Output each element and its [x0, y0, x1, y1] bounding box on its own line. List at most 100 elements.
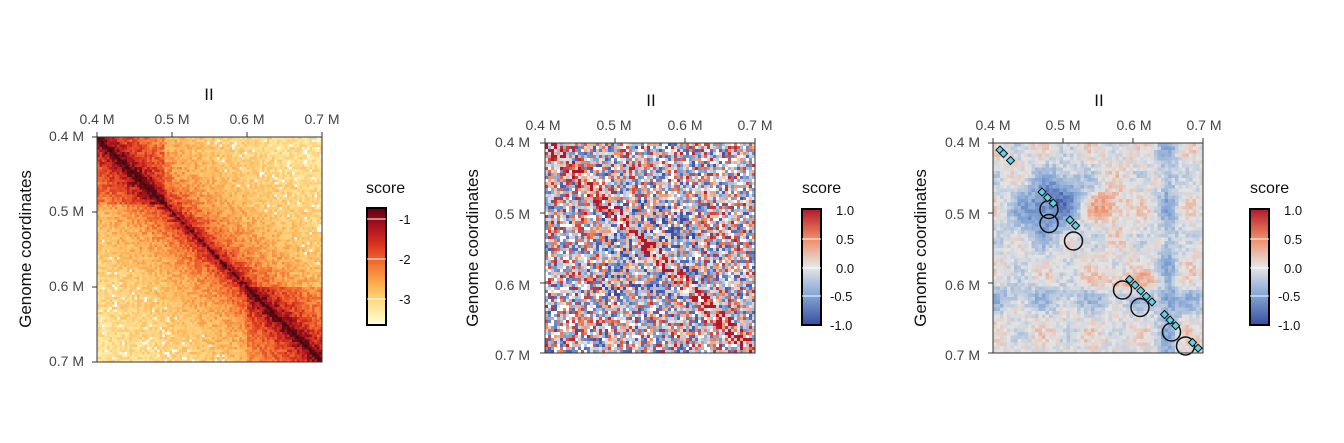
heatmap-cell [112, 232, 115, 235]
heatmap-cell [154, 252, 158, 255]
heatmap-cell [219, 214, 223, 218]
heatmap-cell [312, 227, 315, 230]
heatmap-cell [187, 244, 190, 248]
heatmap-cell [177, 177, 180, 180]
heatmap-cell [299, 199, 303, 203]
heatmap-cell [184, 217, 188, 220]
heatmap-cell [304, 192, 308, 195]
heatmap-cell [254, 189, 258, 193]
heatmap-cell [312, 232, 315, 235]
heatmap-cell [179, 274, 183, 278]
heatmap-cell [144, 239, 148, 243]
heatmap-cell [164, 217, 168, 220]
heatmap-cell [194, 159, 198, 163]
heatmap-cell [272, 167, 275, 170]
heatmap-cell [122, 172, 125, 175]
heatmap-cell [199, 159, 203, 163]
heatmap-cell [147, 219, 150, 223]
heatmap-cell [164, 177, 168, 180]
heatmap-cell [242, 192, 245, 195]
heatmap-cell [244, 172, 248, 175]
heatmap-cell [272, 247, 275, 250]
heatmap-cell [122, 174, 125, 178]
heatmap-cell [127, 174, 130, 178]
heatmap-cell [264, 152, 268, 155]
heatmap-cell [142, 242, 145, 245]
heatmap-cell [259, 199, 263, 203]
heatmap-cell [182, 262, 185, 265]
heatmap-cell [237, 262, 240, 265]
heatmap-cell [112, 204, 115, 208]
heatmap-cell [127, 137, 130, 140]
heatmap-cell [119, 194, 123, 198]
heatmap-cell [144, 197, 148, 200]
heatmap-cell [147, 179, 150, 183]
heatmap-cell [317, 177, 320, 180]
heatmap-cell [237, 184, 240, 188]
heatmap-cell [234, 219, 238, 223]
heatmap-cell [127, 247, 130, 250]
heatmap-cell [267, 149, 270, 153]
heatmap-cell [289, 149, 293, 153]
heatmap-cell [169, 274, 173, 278]
heatmap-cell [204, 209, 208, 213]
heatmap-cell [299, 232, 303, 235]
heatmap-cell [247, 157, 250, 160]
heatmap-cell [294, 164, 298, 168]
heatmap-cell [119, 219, 123, 223]
heatmap-cell [239, 267, 243, 270]
heatmap-cell [239, 199, 243, 203]
heatmap-cell [232, 244, 235, 248]
heatmap-cell [259, 204, 263, 208]
heatmap-cell [114, 189, 118, 193]
heatmap-cell [252, 257, 255, 260]
heatmap-cell [219, 137, 223, 140]
heatmap-cell [112, 212, 115, 215]
heatmap-cell [134, 189, 138, 193]
heatmap-cell [119, 162, 123, 165]
heatmap-cell [234, 202, 238, 205]
heatmap-cell [309, 254, 313, 258]
heatmap-cell [202, 222, 205, 225]
heatmap-cell [109, 177, 113, 180]
heatmap-cell [289, 217, 293, 220]
heatmap-cell [314, 142, 318, 145]
heatmap-cell [279, 152, 283, 155]
heatmap-cell [164, 147, 168, 150]
heatmap-cell [184, 194, 188, 198]
heatmap-cell [309, 177, 313, 180]
heatmap-cell [214, 182, 218, 185]
heatmap-cell [299, 169, 303, 173]
heatmap-cell [232, 189, 235, 193]
heatmap-cell [212, 247, 215, 250]
heatmap-cell [304, 247, 308, 250]
heatmap-cell [102, 182, 105, 185]
heatmap-cell [294, 249, 298, 253]
heatmap-cell [242, 162, 245, 165]
heatmap-cell [202, 149, 205, 153]
heatmap-cell [127, 272, 130, 275]
heatmap-cell [289, 232, 293, 235]
heatmap-cell [202, 244, 205, 248]
heatmap-cell [129, 159, 133, 163]
heatmap-cell [194, 214, 198, 218]
heatmap-cell [259, 229, 263, 233]
heatmap-cell [142, 164, 145, 168]
heatmap-cell [174, 242, 178, 245]
heatmap-cell [242, 254, 245, 258]
heatmap-cell [127, 249, 130, 253]
heatmap-cell [147, 182, 150, 185]
heatmap-cell [264, 267, 268, 270]
heatmap-cell [267, 174, 270, 178]
heatmap-cell [287, 164, 290, 168]
heatmap-cell [197, 147, 200, 150]
heatmap-cell [249, 254, 253, 258]
heatmap-cell [134, 219, 138, 223]
heatmap-cell [314, 237, 318, 240]
heatmap-cell [214, 222, 218, 225]
heatmap-cell [152, 137, 155, 140]
heatmap-cell [154, 257, 158, 260]
heatmap-cell [137, 239, 140, 243]
heatmap-cell [267, 187, 270, 190]
heatmap-cell [222, 204, 225, 208]
